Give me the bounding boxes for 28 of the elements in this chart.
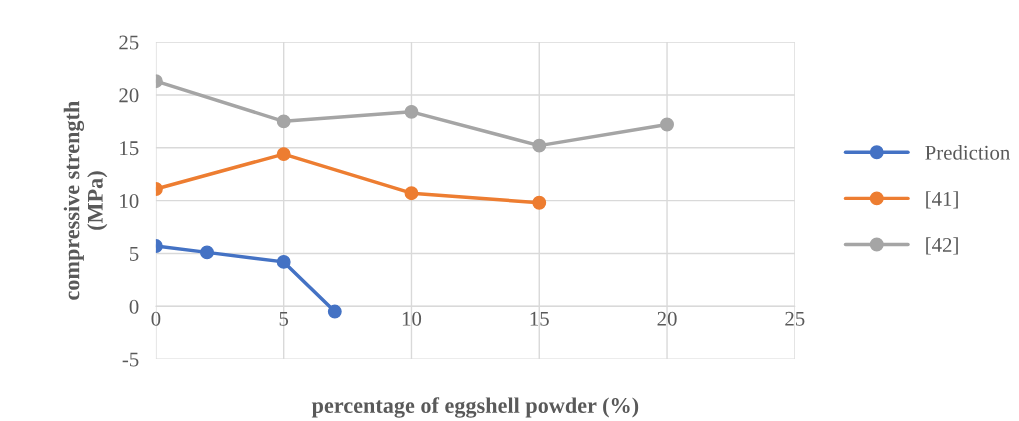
x-tick-label: 20 <box>657 311 677 326</box>
y-tick-label: 5 <box>130 247 139 261</box>
y-tick-label: 10 <box>120 193 139 209</box>
y-tick-label: 15 <box>120 141 139 156</box>
legend-label: [42] <box>926 237 958 255</box>
legend-label: [41] <box>926 191 958 209</box>
point <box>404 104 419 119</box>
point <box>276 254 291 269</box>
point <box>660 117 674 132</box>
x-tick-label: 0 <box>151 311 161 326</box>
point <box>200 245 214 260</box>
point <box>532 195 547 210</box>
x-tick-label: 10 <box>402 311 422 326</box>
x-tick-label: 25 <box>785 311 805 326</box>
point <box>532 138 547 153</box>
point <box>276 114 291 129</box>
x-axis-title: percentage of eggshell powder (%) <box>311 397 639 418</box>
y-tick-label: -5 <box>122 352 139 367</box>
point <box>404 186 419 201</box>
x-tick-label: 5 <box>279 311 289 326</box>
legend-label: Prediction <box>925 145 1010 160</box>
point <box>276 147 291 162</box>
y-axis-title: compressive strength (MPa) <box>63 101 108 300</box>
y-tick-label: 20 <box>119 88 139 103</box>
point <box>327 304 342 319</box>
y-tick-label: 0 <box>129 299 139 314</box>
x-tick-label: 15 <box>530 311 549 326</box>
y-tick-label: 25 <box>119 35 139 50</box>
